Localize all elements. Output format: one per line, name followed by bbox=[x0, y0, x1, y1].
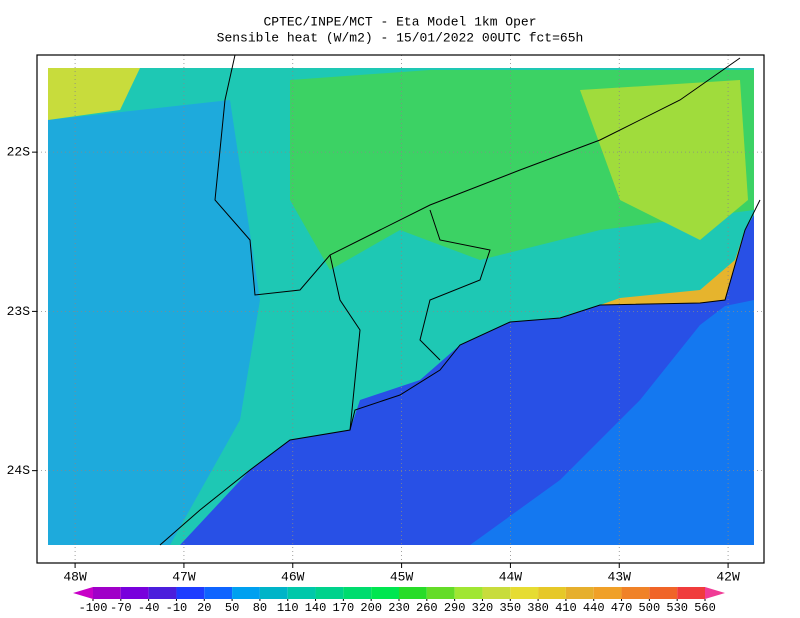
colorbar-label: -100 bbox=[79, 601, 108, 615]
colorbar-box bbox=[315, 587, 344, 599]
colorbar-label: 380 bbox=[527, 601, 549, 615]
colorbar-label: 530 bbox=[666, 601, 688, 615]
colorbar-box bbox=[204, 587, 233, 599]
state-border-2 bbox=[419, 209, 491, 361]
coast-hot bbox=[600, 230, 745, 305]
colorbar-label: 500 bbox=[639, 601, 661, 615]
colorbar-box bbox=[565, 587, 594, 599]
colorbar-box bbox=[649, 587, 678, 599]
colorbar-label: 260 bbox=[416, 601, 438, 615]
x-tick-label: 46W bbox=[281, 569, 305, 584]
colorbar-label: -10 bbox=[166, 601, 188, 615]
y-tick-label: 24S bbox=[7, 463, 31, 478]
y-tick-label: 23S bbox=[7, 304, 31, 319]
land-field-west bbox=[48, 100, 260, 545]
colorbar-label: 440 bbox=[583, 601, 605, 615]
state-border-3 bbox=[329, 254, 361, 431]
colorbar-box bbox=[677, 587, 705, 599]
ocean-field-warm bbox=[470, 300, 754, 545]
colorbar-box bbox=[232, 587, 260, 599]
colorbar-label: 560 bbox=[694, 601, 716, 615]
x-tick-label: 45W bbox=[390, 569, 414, 584]
colorbar-end-low bbox=[73, 587, 93, 599]
colorbar-box bbox=[259, 587, 288, 599]
colorbar-end-high bbox=[705, 587, 725, 599]
colorbar-label: 20 bbox=[197, 601, 211, 615]
colorbar-label: 290 bbox=[444, 601, 466, 615]
colorbar-box bbox=[399, 587, 427, 599]
colorbar-box bbox=[538, 587, 566, 599]
land-field-hot bbox=[580, 80, 748, 240]
subtitle: Sensible heat (W/m2) - 15/01/2022 00UTC … bbox=[217, 30, 584, 45]
x-tick-label: 43W bbox=[608, 569, 632, 584]
colorbar-label: 140 bbox=[305, 601, 327, 615]
boundaries bbox=[159, 54, 761, 546]
colorbar-label: 50 bbox=[225, 601, 239, 615]
colorbar-box bbox=[482, 587, 511, 599]
x-tick-label: 44W bbox=[499, 569, 523, 584]
colorbar-label: 230 bbox=[388, 601, 410, 615]
colorbar-box bbox=[371, 587, 399, 599]
colorbar-label: 170 bbox=[333, 601, 355, 615]
coastline bbox=[159, 199, 761, 546]
colorbar-label: 350 bbox=[499, 601, 521, 615]
colorbar-box bbox=[93, 587, 121, 599]
grid bbox=[37, 55, 764, 563]
y-tick-label: 22S bbox=[7, 145, 31, 160]
colorbar-box bbox=[426, 587, 455, 599]
field bbox=[48, 68, 754, 545]
colorbar-box bbox=[176, 587, 205, 599]
colorbar-box bbox=[621, 587, 650, 599]
colorbar-label: -40 bbox=[138, 601, 160, 615]
colorbar-label: 110 bbox=[277, 601, 299, 615]
colorbar-label: 410 bbox=[555, 601, 577, 615]
axes: 48W 47W 46W 45W 44W 43W 42W 22S 23S 24S bbox=[7, 145, 740, 585]
x-tick-label: 48W bbox=[63, 569, 87, 584]
x-tick-label: 47W bbox=[172, 569, 196, 584]
land-field-hot-nw bbox=[48, 68, 140, 120]
title: CPTEC/INPE/MCT - Eta Model 1km Oper bbox=[263, 14, 536, 29]
colorbar-label: 200 bbox=[360, 601, 382, 615]
colorbar-box bbox=[343, 587, 372, 599]
colorbar: -100 -70 -40 -10 20 50 80 110 140 170 200 230 260 290… bbox=[73, 587, 725, 615]
x-tick-label: 42W bbox=[716, 569, 740, 584]
colorbar-label: 80 bbox=[253, 601, 267, 615]
colorbar-box bbox=[287, 587, 316, 599]
colorbar-box bbox=[148, 587, 177, 599]
colorbar-box bbox=[120, 587, 149, 599]
colorbar-box bbox=[454, 587, 483, 599]
colorbar-label: 470 bbox=[611, 601, 633, 615]
colorbar-box bbox=[593, 587, 622, 599]
map-frame bbox=[36, 54, 765, 564]
colorbar-box bbox=[510, 587, 539, 599]
colorbar-label: 320 bbox=[472, 601, 494, 615]
colorbar-label: -70 bbox=[110, 601, 132, 615]
